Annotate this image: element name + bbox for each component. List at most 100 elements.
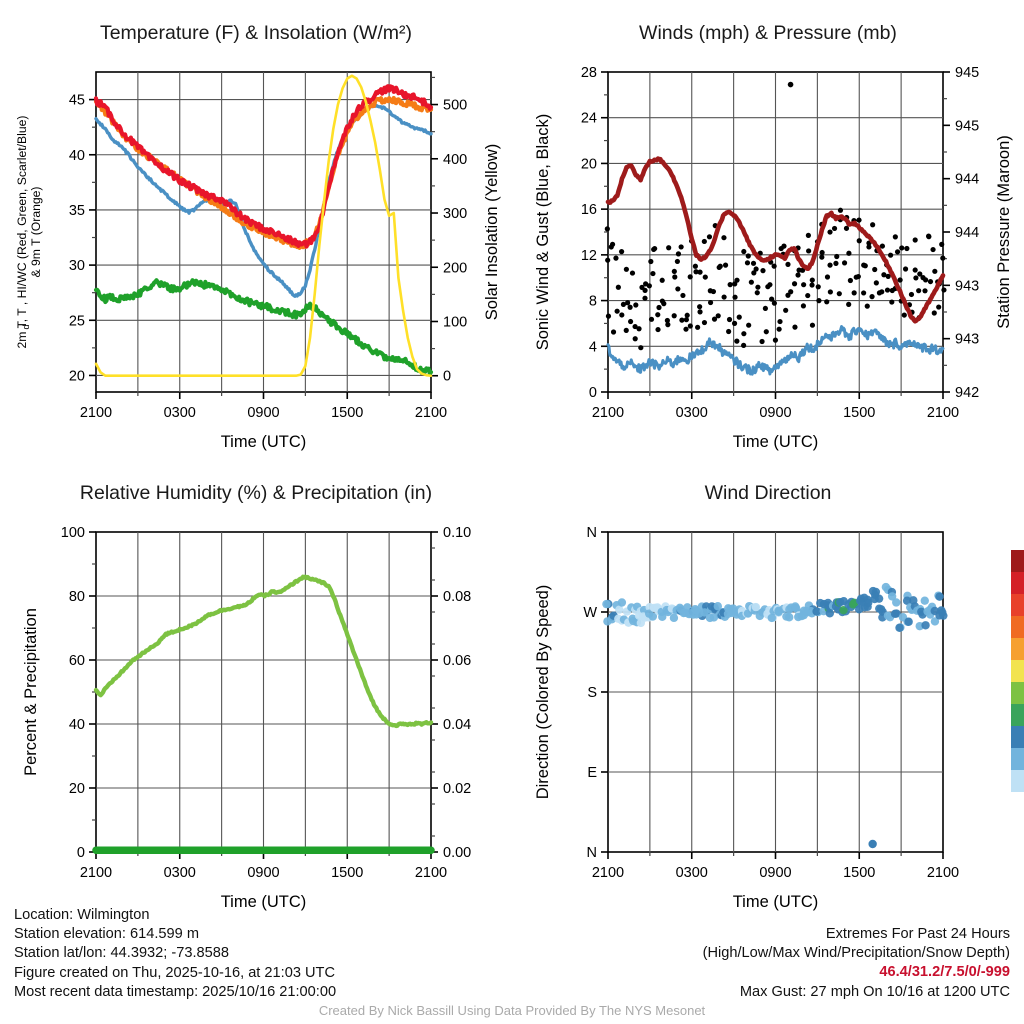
svg-text:d: d	[21, 324, 31, 329]
precip-ytick-label: 0.04	[443, 717, 471, 733]
direction-ytick-label: E	[587, 765, 597, 781]
wind-yaxis-label: Sonic Wind & Gust (Blue, Black)	[534, 114, 552, 351]
temp-ytick-label: 30	[69, 258, 85, 274]
direction-xaxis-label: Time (UTC)	[733, 893, 819, 911]
wind-direction-panel-title: Wind Direction	[704, 482, 832, 504]
colorbar-swatch	[1011, 616, 1024, 638]
extremes-values: 46.4/31.2/7.5/0/-999	[879, 964, 1010, 981]
extremes-subheading: (High/Low/Max Wind/Precipitation/Snow De…	[702, 945, 1010, 962]
insolation-series	[94, 74, 433, 378]
colorbar-swatch	[1011, 704, 1024, 726]
temp-xtick-label: 0300	[164, 405, 196, 421]
wind-ytick-label: 28	[581, 65, 597, 81]
precip-ytick-label: 0.00	[443, 845, 471, 861]
pressure-ytick-label: 942	[955, 385, 979, 401]
rh-ytick-label: 0	[77, 845, 85, 861]
precip-ytick-label: 0.08	[443, 589, 471, 605]
wind-ytick-label: 16	[581, 202, 597, 218]
temp-xtick-label: 1500	[331, 405, 363, 421]
wind-xtick-label: 0900	[759, 405, 791, 421]
rh-xtick-label: 1500	[331, 865, 363, 881]
pressure-ytick-label: 943	[955, 278, 979, 294]
credit-line: Created By Nick Bassill Using Data Provi…	[318, 1003, 706, 1018]
humidity-plot-area: 0 20 40 60 80 100 0.00 0.02 0.04 0.06 0.08 0.10 2100…	[61, 525, 471, 881]
winds-panel: Winds (mph) & Pressure (mb) 0 4 8 12 16 20 24 2…	[512, 0, 1024, 460]
direction-xtick-label: 2100	[927, 865, 959, 881]
rh-ytick-label: 80	[69, 589, 85, 605]
wind-xtick-label: 0300	[676, 405, 708, 421]
direction-xtick-label: 0900	[759, 865, 791, 881]
winds-chart: 0 4 8 12 16 20 24 28 942 943 943 944 944 945 945 2100 03…	[534, 65, 1013, 451]
colorbar-swatch	[1011, 638, 1024, 660]
wind-direction-chart: N W S E N 2100 0300 0900 1500 2100 Time (UTC) Direc…	[534, 525, 1024, 911]
temp-xtick-label: 2100	[415, 405, 447, 421]
speed-colorbar-legend: mph20+181614121086420	[1011, 550, 1024, 792]
rh-ytick-label: 100	[61, 525, 85, 541]
svg-text:& 9m T (Orange): & 9m T (Orange)	[29, 187, 43, 278]
colorbar-swatch	[1011, 748, 1024, 770]
pressure-yaxis-label: Station Pressure (Maroon)	[995, 135, 1013, 329]
wind-xtick-label: 2100	[927, 405, 959, 421]
temp-ytick-label: 35	[69, 203, 85, 219]
temp-xtick-label: 2100	[80, 405, 112, 421]
wind-xaxis-label: Time (UTC)	[733, 433, 819, 451]
rh-yaxis-label: Percent & Precipitation	[22, 608, 40, 776]
temp-xtick-label: 0900	[247, 405, 279, 421]
colorbar-swatch	[1011, 770, 1024, 792]
rh-xtick-label: 2100	[80, 865, 112, 881]
rh-series	[93, 574, 434, 729]
insolation-ytick-label: 300	[443, 206, 467, 222]
direction-ytick-label: W	[583, 605, 597, 621]
winds-plot-area: 0 4 8 12 16 20 24 28 942 943 943 944 944 945 945 2100 03…	[581, 65, 979, 421]
wind-ytick-label: 4	[589, 339, 597, 355]
direction-xtick-label: 2100	[592, 865, 624, 881]
wind-xtick-label: 2100	[592, 405, 624, 421]
pressure-ytick-label: 945	[955, 65, 979, 81]
wind-xtick-label: 1500	[843, 405, 875, 421]
direction-yaxis-label: Direction (Colored By Speed)	[534, 585, 552, 800]
pressure-ytick-label: 944	[955, 172, 979, 188]
rh-ytick-label: 20	[69, 781, 85, 797]
max-gust-text: Max Gust: 27 mph On 10/16 at 1200 UTC	[739, 983, 1010, 1000]
pressure-ytick-label: 945	[955, 118, 979, 134]
temp-ytick-label: 45	[69, 93, 85, 109]
rh-xtick-label: 0300	[164, 865, 196, 881]
insolation-yaxis-label: Solar Insolation (Yellow)	[483, 144, 501, 320]
insolation-ytick-label: 0	[443, 369, 451, 385]
precip-ytick-label: 0.02	[443, 781, 471, 797]
direction-ytick-label: N	[587, 845, 597, 861]
footer-latlon: Station lat/lon: 44.3932; -73.8588	[14, 945, 230, 962]
insolation-ytick-label: 500	[443, 98, 467, 114]
direction-xtick-label: 1500	[843, 865, 875, 881]
footer-left-block: Location: Wilmington Station elevation: …	[14, 906, 336, 1002]
temp-ytick-label: 25	[69, 313, 85, 329]
footer-created: Figure created on Thu, 2025-10-16, at 21…	[14, 964, 335, 981]
wind-ytick-label: 24	[581, 111, 597, 127]
temperature-panel-title: Temperature (F) & Insolation (W/m²)	[99, 22, 413, 44]
wind-direction-panel: Wind Direction N W S E N 2100 0300 0900 1500 2100…	[512, 460, 1024, 911]
wind-ytick-label: 0	[589, 385, 597, 401]
extremes-heading: Extremes For Past 24 Hours	[825, 926, 1010, 942]
temp-series-0	[93, 84, 434, 249]
rh-ytick-label: 60	[69, 653, 85, 669]
footer-location: Location: Wilmington	[14, 907, 150, 923]
temperature-panel: Temperature (F) & Insolation (W/m²) 20 25…	[0, 0, 512, 460]
temperature-plot-area: 20 25 30 35 40 45 0 100 200 300 400 500 2100 0300 0900…	[69, 71, 467, 421]
humidity-chart: 0 20 40 60 80 100 0.00 0.02 0.04 0.06 0.08 0.10 2100…	[22, 525, 471, 911]
footer-elevation: Station elevation: 614.599 m	[14, 926, 199, 943]
temp-ytick-label: 40	[69, 148, 85, 164]
wind-direction-plot-area: N W S E N 2100 0300 0900 1500 2100	[583, 525, 959, 881]
humidity-panel: Relative Humidity (%) & Precipitation (i…	[0, 460, 512, 911]
humidity-panel-title: Relative Humidity (%) & Precipitation (i…	[79, 482, 433, 504]
temp-xaxis-label: Time (UTC)	[221, 433, 307, 451]
colorbar-swatch	[1011, 572, 1024, 594]
rh-xtick-label: 0900	[247, 865, 279, 881]
colorbar-swatch	[1011, 682, 1024, 704]
svg-text:2m T, T , HI/WC (Red, Green,: 2m T, T , HI/WC (Red, Green, Scarlet/Blu…	[15, 116, 29, 349]
rh-xtick-label: 2100	[415, 865, 447, 881]
colorbar-swatch	[1011, 660, 1024, 682]
colorbar-swatch	[1011, 594, 1024, 616]
temp-series-3	[93, 278, 434, 376]
pressure-ytick-label: 944	[955, 225, 979, 241]
winds-panel-title: Winds (mph) & Pressure (mb)	[639, 22, 897, 44]
